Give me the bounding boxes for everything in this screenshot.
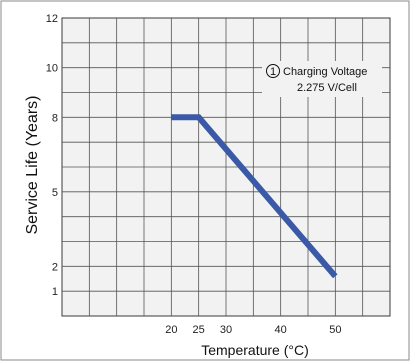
x-tick-label: 30 <box>220 324 232 336</box>
y-tick-label: 12 <box>46 13 58 25</box>
annotation-line-2: 2.275 V/Cell <box>297 82 357 94</box>
x-tick-label: 25 <box>193 324 205 336</box>
y-axis-label: Service Life (Years) <box>24 95 41 234</box>
x-axis-label: Temperature (°C) <box>201 342 309 358</box>
annotation-background <box>262 61 382 97</box>
y-tick-label: 8 <box>52 112 58 124</box>
y-tick-label: 2 <box>52 261 58 273</box>
annotation: 1 Charging Voltage 2.275 V/Cell <box>262 61 382 97</box>
y-tick-label: 5 <box>52 187 58 199</box>
series-line <box>171 114 338 279</box>
annotation-marker-number: 1 <box>270 66 276 78</box>
annotation-line-1: Charging Voltage <box>283 66 367 78</box>
x-tick-label: 40 <box>275 324 287 336</box>
series <box>171 114 338 279</box>
y-tick-label: 1 <box>52 286 58 298</box>
annotation-marker-circle <box>266 64 280 78</box>
x-tick-label: 50 <box>329 324 341 336</box>
x-tick-label: 20 <box>165 324 177 336</box>
y-tick-label: 10 <box>46 63 58 75</box>
